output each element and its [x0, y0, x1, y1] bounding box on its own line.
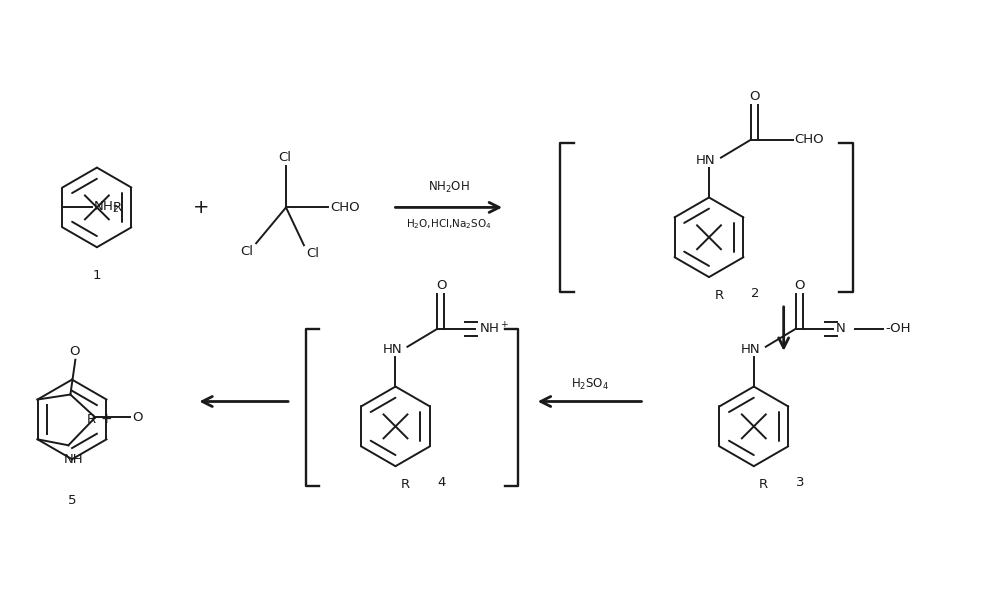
Text: HN: HN: [383, 343, 402, 356]
Text: 1: 1: [93, 269, 101, 282]
Text: O: O: [436, 279, 447, 292]
Text: O: O: [750, 90, 760, 103]
Text: 2: 2: [751, 287, 759, 300]
Text: R: R: [112, 201, 121, 214]
Text: NH$_2$: NH$_2$: [93, 200, 120, 215]
Text: O: O: [69, 345, 80, 358]
Text: R: R: [86, 413, 96, 426]
Text: CHO: CHO: [795, 133, 824, 146]
Text: 3: 3: [796, 476, 804, 489]
Text: NH: NH: [64, 453, 83, 466]
Text: NH$^+$: NH$^+$: [479, 321, 509, 336]
Text: HN: HN: [741, 343, 761, 356]
Text: +: +: [193, 198, 210, 217]
Text: 5: 5: [68, 494, 76, 507]
Text: O: O: [132, 411, 143, 424]
Text: Cl: Cl: [240, 245, 253, 258]
Text: Cl: Cl: [306, 247, 319, 260]
Text: Cl: Cl: [279, 150, 292, 163]
Text: N: N: [835, 323, 845, 335]
Text: +: +: [101, 413, 112, 426]
Text: HN: HN: [696, 153, 716, 166]
Text: R: R: [759, 478, 768, 491]
Text: R: R: [714, 289, 724, 302]
Text: -OH: -OH: [885, 323, 911, 335]
Text: H$_2$SO$_4$: H$_2$SO$_4$: [571, 377, 609, 391]
Text: O: O: [794, 279, 805, 292]
Text: R: R: [401, 478, 410, 491]
Text: CHO: CHO: [330, 201, 359, 214]
Text: H$_2$O,HCl,Na$_2$SO$_4$: H$_2$O,HCl,Na$_2$SO$_4$: [406, 217, 492, 231]
Text: NH$_2$OH: NH$_2$OH: [428, 181, 470, 195]
Text: 4: 4: [437, 476, 446, 489]
